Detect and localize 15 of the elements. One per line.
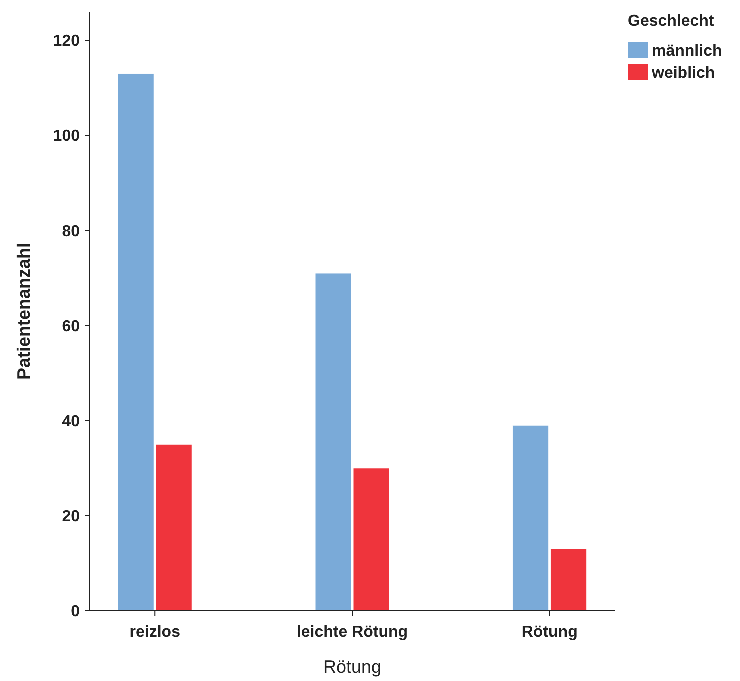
y-tick-label: 20	[62, 508, 80, 526]
legend-title: Geschlecht	[628, 13, 715, 30]
y-tick-label: 80	[62, 223, 80, 240]
x-tick-label: Rötung	[522, 624, 578, 641]
x-tick-label: leichte Rötung	[296, 624, 408, 641]
x-axis-title: Rötung	[323, 657, 382, 677]
y-tick-label: 100	[53, 128, 80, 146]
y-tick-label: 0	[71, 604, 80, 621]
x-tick-label: reizlos	[130, 624, 181, 641]
y-tick-label: 40	[62, 413, 80, 430]
legend-label: weiblich	[651, 65, 716, 82]
y-tick-label: 60	[62, 318, 80, 336]
legend-label: männlich	[652, 43, 722, 60]
y-axis-title: Patientenanzahl	[14, 242, 34, 380]
y-tick-label: 120	[53, 33, 80, 50]
